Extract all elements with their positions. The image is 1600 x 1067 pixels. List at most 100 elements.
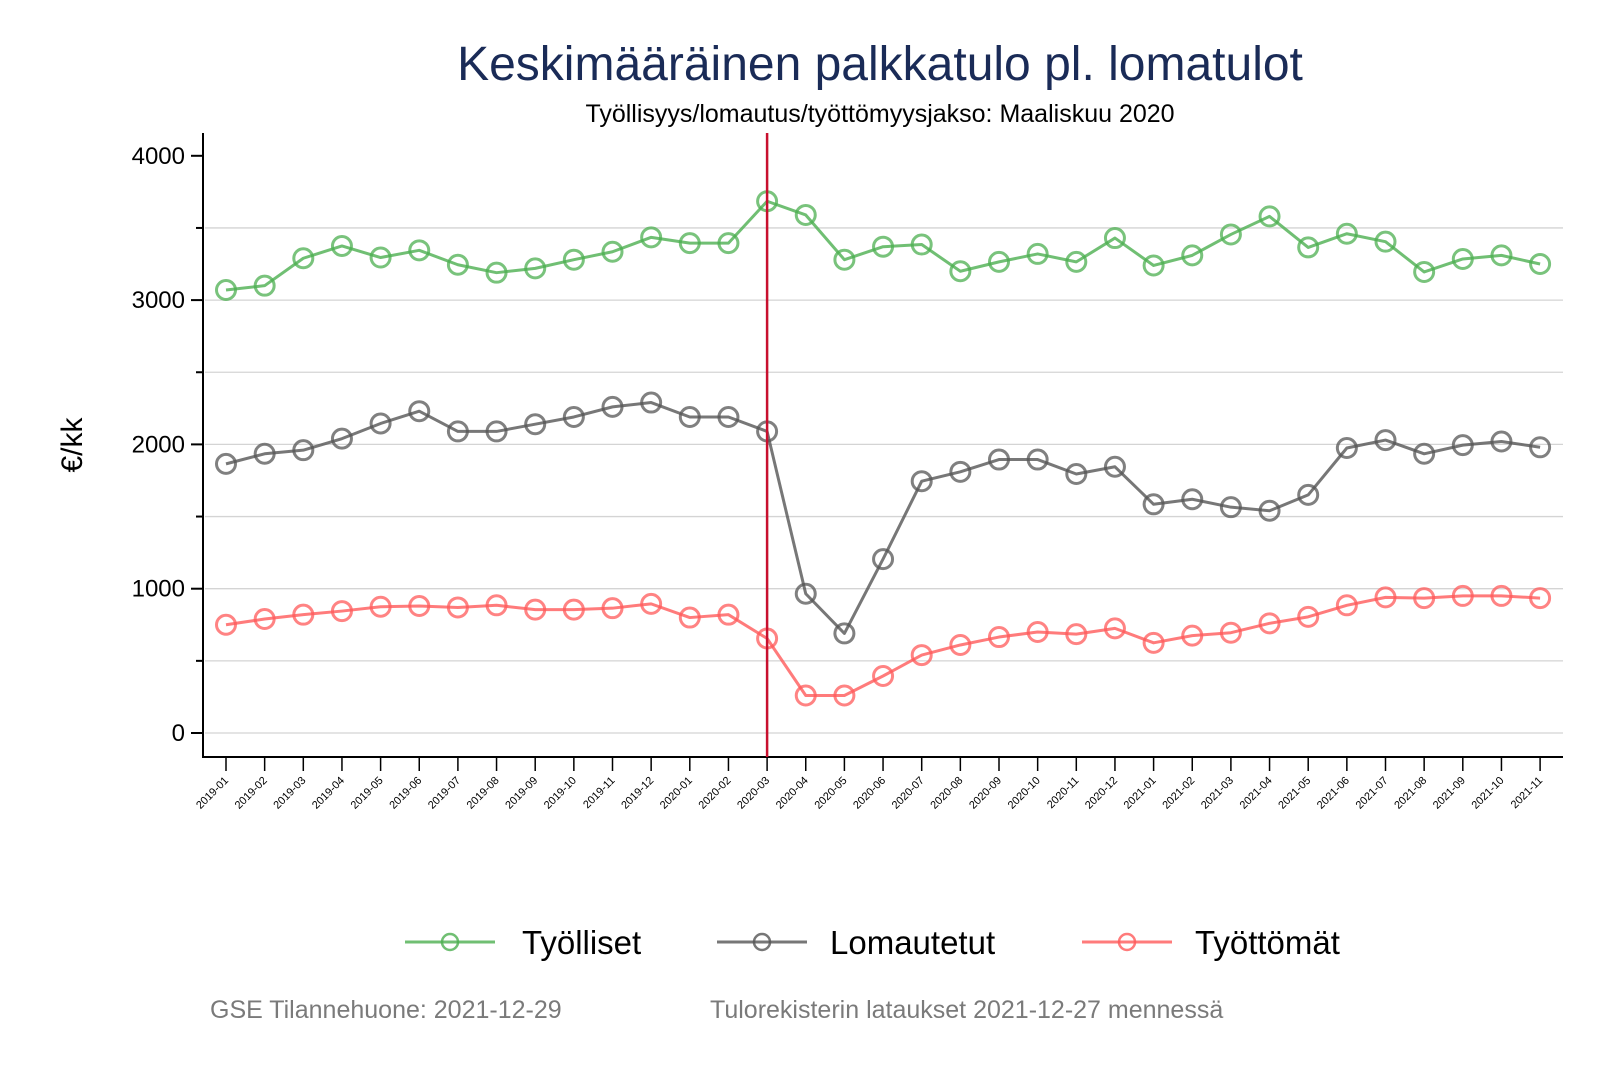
- data-point: [1219, 223, 1242, 246]
- data-point: [640, 592, 663, 615]
- x-tick-label: 2021-07: [1354, 775, 1391, 812]
- y-tick-label: 3000: [132, 287, 185, 314]
- x-tick-label: 2021-10: [1470, 775, 1507, 812]
- data-point: [1529, 436, 1552, 459]
- x-tick-label: 2021-11: [1509, 775, 1545, 811]
- data-point: [717, 603, 740, 626]
- data-point: [717, 232, 740, 255]
- y-tick-label: 0: [172, 720, 185, 747]
- data-point: [1065, 250, 1088, 273]
- data-point: [910, 644, 933, 667]
- data-point: [1451, 584, 1474, 607]
- data-point: [988, 626, 1010, 649]
- x-tick-label: 2019-11: [581, 775, 617, 811]
- y-tick-label: 1000: [132, 576, 185, 603]
- data-point: [1026, 620, 1049, 643]
- data-point: [1374, 429, 1397, 452]
- data-point: [408, 400, 431, 423]
- data-point: [1065, 462, 1088, 485]
- data-point: [1258, 205, 1281, 228]
- legend-item-tyolliset: Työlliset: [405, 924, 641, 961]
- data-point: [872, 665, 895, 688]
- x-tick-label: 2019-07: [426, 775, 463, 812]
- data-point: [601, 597, 624, 620]
- data-point: [1142, 254, 1165, 277]
- x-axis-ticks: 2019-01 2019-02 2019-03 2019-04 2019-05 2019-…: [194, 757, 1545, 812]
- x-tick-label: 2020-02: [697, 775, 734, 812]
- data-point: [1258, 612, 1281, 635]
- series-line: [225, 199, 1541, 292]
- x-tick-label: 2019-12: [619, 775, 656, 812]
- data-point: [253, 274, 276, 297]
- data-point: [833, 248, 856, 271]
- x-tick-label: 2021-02: [1160, 775, 1197, 812]
- data-point: [485, 261, 508, 284]
- data-point: [833, 684, 856, 707]
- data-point: [562, 598, 585, 621]
- footer-left: GSE Tilannehuone: 2021-12-29: [210, 996, 562, 1024]
- data-point: [1490, 244, 1513, 267]
- data-point: [330, 600, 353, 623]
- x-tick-label: 2021-03: [1199, 775, 1236, 812]
- data-point: [524, 598, 547, 621]
- y-tick-label: 2000: [132, 431, 185, 458]
- data-point: [253, 608, 276, 631]
- data-point: [292, 247, 315, 270]
- chart-subtitle: Työllisyys/lomautus/työttömyysjakso: Maa…: [585, 100, 1174, 128]
- y-axis-label: €/kk: [56, 416, 89, 472]
- data-point: [253, 442, 276, 465]
- x-tick-label: 2019-06: [387, 775, 424, 812]
- data-point: [910, 470, 933, 493]
- data-point: [1529, 253, 1552, 276]
- data-point: [794, 684, 817, 707]
- series: [215, 190, 1552, 707]
- x-tick-label: 2019-04: [310, 775, 347, 812]
- x-tick-label: 2019-03: [271, 775, 308, 812]
- data-point: [446, 253, 469, 276]
- x-tick-label: 2020-08: [928, 775, 965, 812]
- legend-label: Työttömät: [1195, 924, 1340, 961]
- data-point: [292, 439, 315, 462]
- data-point: [910, 233, 933, 256]
- data-point: [1181, 624, 1204, 647]
- data-point: [1374, 586, 1397, 609]
- y-tick-label: 4000: [132, 143, 185, 170]
- data-point: [717, 405, 740, 428]
- data-point: [1374, 230, 1397, 253]
- legend-item-lomautetut: Lomautetut: [717, 924, 995, 961]
- x-tick-label: 2021-01: [1122, 775, 1159, 812]
- data-point: [988, 448, 1010, 471]
- data-point: [678, 232, 701, 255]
- data-point: [330, 234, 353, 257]
- data-point: [562, 248, 585, 271]
- x-tick-label: 2021-06: [1315, 775, 1352, 812]
- x-tick-label: 2019-02: [233, 775, 270, 812]
- data-point: [524, 413, 547, 436]
- legend-swatch-marker: [440, 932, 460, 952]
- series-line: [225, 401, 1541, 635]
- data-point: [678, 405, 701, 428]
- data-point: [1335, 594, 1358, 617]
- data-point: [292, 603, 315, 626]
- data-point: [1026, 242, 1049, 265]
- data-point: [872, 235, 895, 258]
- footer-right: Tulorekisterin lataukset 2021-12-27 menn…: [710, 996, 1223, 1024]
- x-tick-label: 2020-09: [967, 775, 1004, 812]
- legend: Työlliset Lomautetut Työttömät: [405, 924, 1340, 961]
- data-point: [1451, 247, 1474, 270]
- data-point: [872, 548, 895, 571]
- chart-title: Keskimääräinen palkkatulo pl. lomatulot: [457, 38, 1303, 91]
- data-point: [1142, 631, 1165, 654]
- legend-swatch-marker: [752, 932, 772, 952]
- data-point: [1335, 222, 1358, 245]
- x-tick-label: 2019-08: [465, 775, 502, 812]
- x-tick-label: 2020-11: [1045, 775, 1081, 811]
- data-point: [949, 633, 972, 656]
- data-point: [1297, 605, 1320, 628]
- data-point: [640, 226, 663, 249]
- legend-label: Lomautetut: [830, 924, 995, 961]
- data-point: [485, 594, 508, 617]
- data-point: [1219, 621, 1242, 644]
- legend-swatch-marker: [1117, 932, 1137, 952]
